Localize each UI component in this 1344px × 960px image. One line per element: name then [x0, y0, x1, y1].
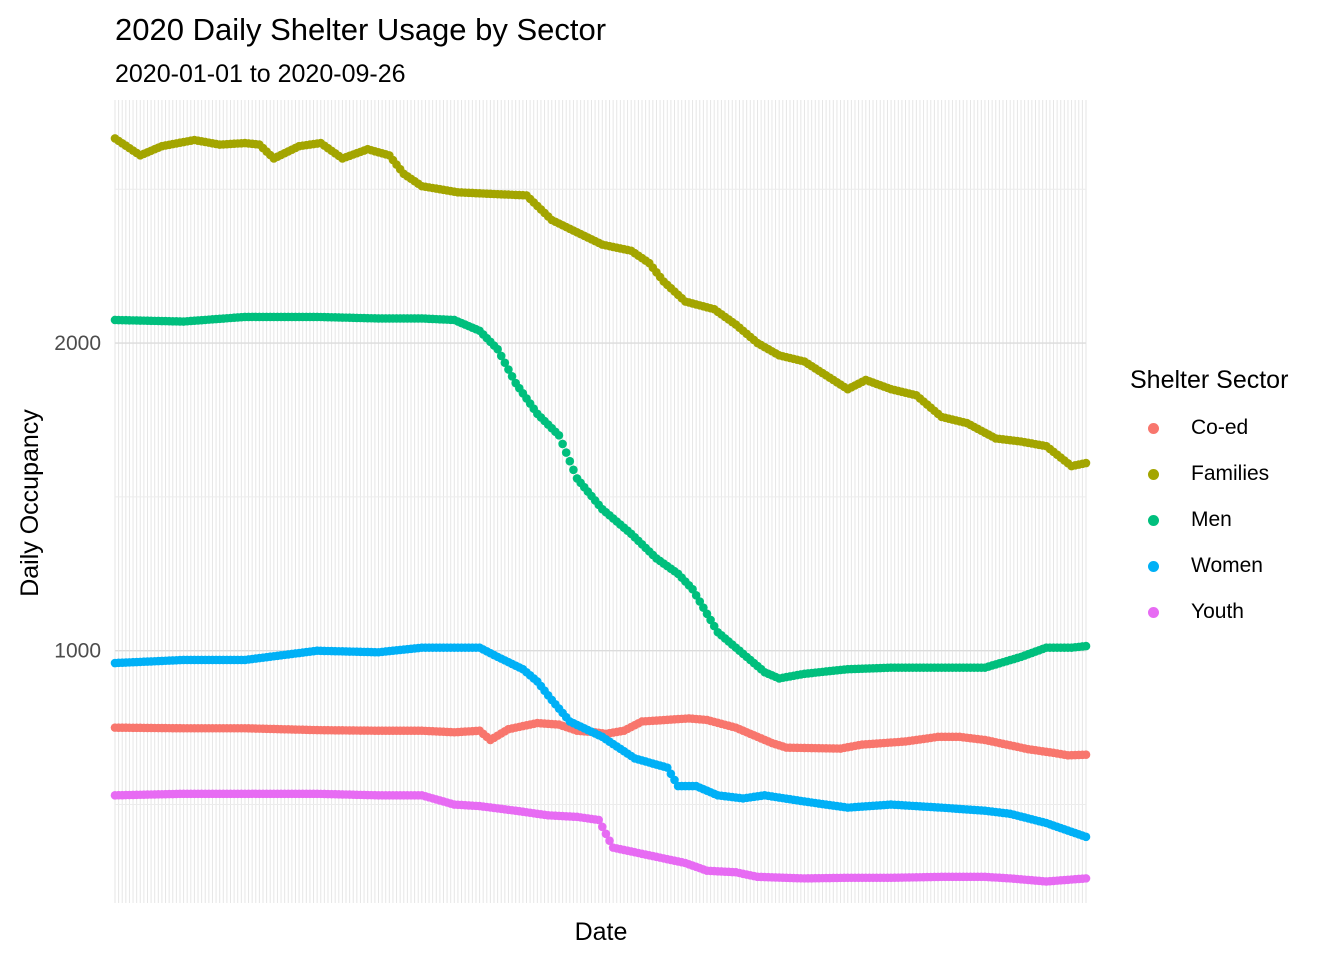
series-co-ed [110, 714, 1091, 760]
legend-item-women: Women [1130, 543, 1288, 589]
data-point [598, 822, 607, 832]
y-axis-title: Daily Occupancy [16, 409, 44, 597]
y-gridlines [115, 188, 1086, 806]
data-point [1081, 750, 1091, 760]
legend-item-youth: Youth [1130, 589, 1288, 635]
legend-label: Families [1191, 462, 1270, 485]
data-point [565, 456, 575, 466]
legend-label: Women [1191, 554, 1263, 577]
legend-item-co-ed: Co-ed [1130, 405, 1288, 451]
legend-label: Co-ed [1191, 416, 1249, 439]
data-point [500, 358, 510, 368]
data-point [1081, 458, 1091, 468]
legend-key-dot [1148, 468, 1159, 480]
x-gridlines [114, 100, 1087, 903]
legend: Shelter Sector Co-ed Families Men Women Yout… [1130, 366, 1288, 635]
data-point [1081, 641, 1091, 651]
data-point [605, 836, 614, 845]
legend-label: Youth [1191, 600, 1244, 623]
y-tick-label: 2000 [54, 332, 101, 355]
data-point [601, 829, 611, 839]
legend-key-dot [1148, 560, 1159, 572]
legend-item-men: Men [1130, 497, 1288, 543]
series-women [110, 643, 1091, 842]
chart-title: 2020 Daily Shelter Usage by Sector [115, 12, 607, 47]
y-tick-label: 1000 [54, 640, 101, 663]
x-axis-title: Date [575, 918, 628, 946]
legend-items: Co-ed Families Men Women Youth [1130, 405, 1288, 635]
data-point [507, 371, 517, 381]
data-point [1081, 874, 1091, 883]
data-point [493, 344, 502, 354]
series-families [110, 134, 1091, 471]
data-point [561, 448, 571, 457]
series-youth [110, 789, 1091, 886]
data-point [558, 439, 567, 449]
data-point [504, 365, 513, 374]
data-point [569, 465, 578, 475]
series-men [110, 312, 1091, 683]
y-tick-labels: 1000 2000 [54, 332, 101, 663]
series-layer [110, 134, 1091, 886]
data-point [1081, 832, 1091, 842]
data-point [594, 815, 603, 825]
legend-key-dot [1148, 606, 1159, 618]
data-point [496, 351, 506, 361]
legend-item-families: Families [1130, 451, 1288, 497]
legend-label: Men [1191, 508, 1232, 531]
data-point [554, 431, 564, 440]
legend-title: Shelter Sector [1130, 366, 1289, 394]
legend-key-dot [1148, 514, 1159, 526]
legend-key-dot [1148, 422, 1159, 434]
chart-subtitle: 2020-01-01 to 2020-09-26 [115, 60, 406, 88]
